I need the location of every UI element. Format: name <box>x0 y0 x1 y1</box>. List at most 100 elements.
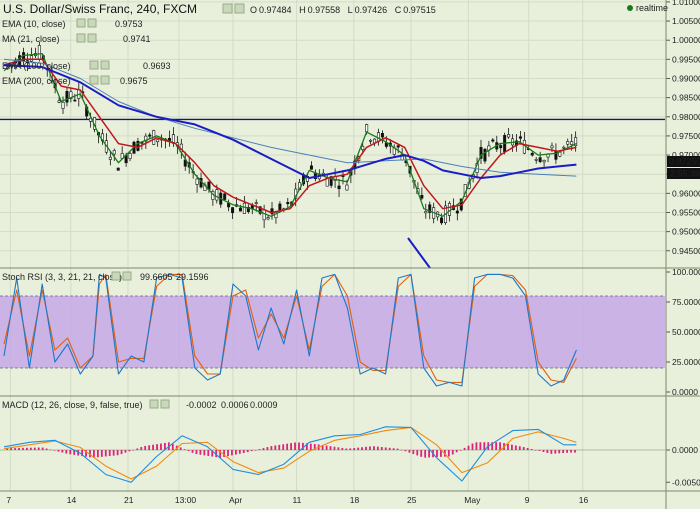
candle-body <box>238 207 242 212</box>
chart-title: U.S. Dollar/Swiss Franc, 240, FXCM <box>3 2 197 16</box>
macd-histogram-bar <box>404 450 407 452</box>
legend-macd[interactable]: MACD (12, 26, close, 9, false, true) -0.… <box>2 399 278 410</box>
stoch-rsi-panel <box>0 273 665 387</box>
candle-body <box>518 136 522 139</box>
legend-stoch-rsi[interactable]: Stoch RSI (3, 3, 21, 21, close) 99.6605 … <box>2 271 209 282</box>
macd-histogram-bar <box>274 445 277 450</box>
price-tick-label: 1.00000 <box>672 35 700 45</box>
legend-close-icon[interactable] <box>122 271 132 281</box>
macd-histogram-bar <box>290 443 292 450</box>
macd-histogram-bar <box>128 450 131 452</box>
time-tick-label: 16 <box>579 495 589 505</box>
macd-histogram-bar <box>341 447 344 450</box>
macd-histogram-bar <box>278 444 281 450</box>
macd-histogram-bar <box>309 443 312 450</box>
candle-body <box>242 202 246 214</box>
candle-body <box>365 124 369 132</box>
price-tick-label: 0.95000 <box>672 227 700 237</box>
macd-histogram-bar <box>199 450 202 455</box>
candle-body <box>278 203 282 211</box>
ema100-line <box>3 58 577 177</box>
macd-histogram-bar <box>542 450 545 452</box>
candle-body <box>566 141 570 145</box>
candle-body <box>156 139 160 143</box>
macd-histogram-bar <box>258 449 261 450</box>
legend-close-icon[interactable] <box>100 75 110 85</box>
candle-body <box>262 209 266 221</box>
macd-histogram-bar <box>152 444 154 450</box>
macd-histogram-bar <box>85 450 87 457</box>
legend-ema100[interactable]: EMA (100, close) 0.9693 <box>2 60 171 71</box>
candle-body <box>65 91 69 103</box>
legend-ma21[interactable]: MA (21, close) 0.9741 <box>2 33 151 44</box>
price-tick-label: 0.99000 <box>672 73 700 83</box>
candle-body <box>128 153 132 159</box>
macd-histogram-bar <box>227 450 229 457</box>
price-tick-label: 0.96000 <box>672 188 700 198</box>
candle-body <box>479 147 483 159</box>
candle-body <box>57 100 61 103</box>
macd-histogram-bar <box>436 450 438 458</box>
legend-ema10[interactable]: EMA (10, close) 0.9753 <box>2 18 143 29</box>
close-icon[interactable] <box>234 3 245 14</box>
legend-stoch-d-value: 29.1596 <box>176 272 209 282</box>
macd-histogram-bar <box>187 450 190 452</box>
countdown-badge <box>667 168 700 179</box>
legend-settings-icon[interactable] <box>89 60 99 70</box>
legend-ema200[interactable]: EMA (200, close) 0.9675 <box>2 75 148 86</box>
candle-body <box>361 145 365 150</box>
legend-close-icon[interactable] <box>160 399 170 409</box>
macd-histogram-bar <box>140 447 143 450</box>
candle-body <box>522 140 526 154</box>
macd-histogram-bar <box>234 450 237 455</box>
candle-body <box>254 202 258 204</box>
macd-histogram-bar <box>136 448 139 450</box>
macd-histogram-bar <box>73 450 76 455</box>
macd-histogram-bar <box>507 443 509 450</box>
legend-close-icon[interactable] <box>87 18 97 28</box>
macd-histogram-bar <box>93 450 95 458</box>
macd-histogram-bar <box>171 443 174 450</box>
title-controls[interactable] <box>222 3 245 14</box>
candle-body <box>329 176 333 186</box>
time-tick-label: 14 <box>67 495 77 505</box>
macd-histogram-bar <box>321 444 324 450</box>
candle-body <box>116 167 120 171</box>
macd-histogram-bar <box>408 450 411 453</box>
macd-histogram-bar <box>116 450 119 456</box>
legend-close-icon[interactable] <box>100 60 110 70</box>
legend-settings-icon[interactable] <box>149 399 159 409</box>
legend-settings-icon[interactable] <box>111 271 121 281</box>
legend-settings-icon[interactable] <box>76 33 86 43</box>
candle-body <box>530 152 534 156</box>
macd-histogram-bar <box>554 450 557 454</box>
macd-histogram-bar <box>246 450 249 453</box>
settings-icon[interactable] <box>222 3 233 14</box>
macd-histogram-bar <box>207 450 210 456</box>
legend-stoch-label: Stoch RSI (3, 3, 21, 21, close) <box>2 272 122 282</box>
macd-histogram-bar <box>459 450 462 451</box>
legend-settings-icon[interactable] <box>76 18 86 28</box>
ema200-line <box>3 64 577 179</box>
price-tick-label: 0.99500 <box>672 54 700 64</box>
candle-body <box>380 133 384 138</box>
price-tick-label: 0.94500 <box>672 246 700 256</box>
macd-histogram-bar <box>6 448 9 450</box>
macd-histogram-bar <box>29 447 32 450</box>
legend-ema10-label: EMA (10, close) <box>2 19 66 29</box>
ohlc-low-label: L <box>348 5 353 15</box>
macd-histogram-bar <box>514 445 517 450</box>
candle-body <box>420 194 424 199</box>
legend-settings-icon[interactable] <box>89 75 99 85</box>
macd-histogram-bar <box>45 448 48 450</box>
ohlc-close-label: C <box>395 5 402 15</box>
macd-histogram-bar <box>262 448 265 450</box>
annotation-arrow-line <box>407 237 431 269</box>
macd-histogram-bar <box>467 445 470 450</box>
macd-histogram-bar <box>463 447 466 450</box>
ohlc-low: 0.97426 <box>355 5 388 15</box>
macd-histogram-bar <box>546 450 549 453</box>
macd-histogram-bar <box>33 447 36 450</box>
legend-close-icon[interactable] <box>87 33 97 43</box>
time-tick-label: 25 <box>407 495 417 505</box>
